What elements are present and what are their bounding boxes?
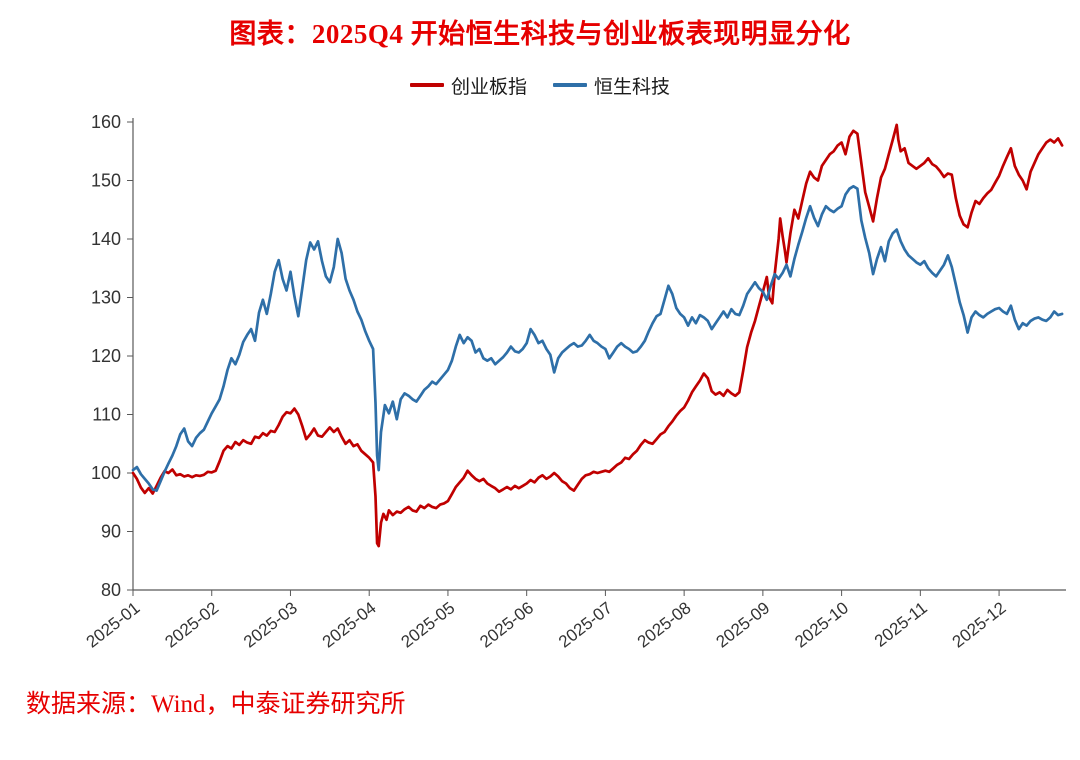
legend-label-chinext: 创业板指	[450, 76, 527, 98]
x-axis-tick-label: 2025-07	[555, 598, 616, 651]
series-line-0	[131, 123, 1064, 548]
x-axis-tick-label: 2025-09	[712, 598, 773, 651]
legend-label-hstech: 恒生科技	[594, 76, 671, 98]
x-axis-tick-label: 2025-06	[476, 598, 537, 651]
legend-line-swatch-red	[409, 83, 444, 87]
line-chart-plot: 80 90 100 110 120 130 140 150 160 2025-01 2025-02 2…	[83, 112, 1066, 652]
y-axis-tick-label: 160	[91, 112, 121, 132]
x-axis-tick-label: 2025-11	[871, 598, 931, 651]
x-axis-tick-label: 2025-08	[634, 598, 695, 651]
y-axis-tick-label: 80	[101, 580, 121, 600]
legend-line-swatch-blue	[553, 83, 587, 87]
x-axis-tick-label: 2025-10	[791, 598, 852, 651]
y-axis-tick-label: 150	[91, 171, 121, 191]
y-axis-tick-label: 110	[92, 405, 121, 425]
chart-figure: 图表：2025Q4 开始恒生科技与创业板表现明显分化 创业板指 恒生科技 80 9…	[0, 14, 1080, 760]
y-axis-tick-label: 120	[91, 346, 121, 366]
x-axis-tick-label: 2025-04	[319, 598, 380, 651]
y-axis-tick-label: 140	[91, 229, 121, 249]
legend-item-hstech: 恒生科技	[553, 72, 670, 99]
y-axis-tick-label: 100	[91, 463, 121, 483]
x-axis-tick-label: 2025-02	[161, 598, 222, 651]
y-axis-tick-label: 130	[91, 288, 121, 308]
chart-legend: 创业板指 恒生科技	[0, 72, 1080, 98]
source-note: 数据来源：Wind，中泰证券研究所	[26, 691, 406, 718]
x-axis-tick-label: 2025-01	[83, 598, 144, 651]
legend-item-chinext: 创业板指	[409, 72, 527, 99]
chart-title: 图表：2025Q4 开始恒生科技与创业板表现明显分化	[229, 19, 851, 49]
y-axis-tick-label: 90	[101, 522, 121, 542]
x-axis-tick-label: 2025-03	[240, 598, 301, 651]
series-line-1	[131, 184, 1064, 492]
x-axis-tick-label: 2025-05	[398, 598, 459, 651]
x-axis-tick-label: 2025-12	[949, 598, 1010, 651]
